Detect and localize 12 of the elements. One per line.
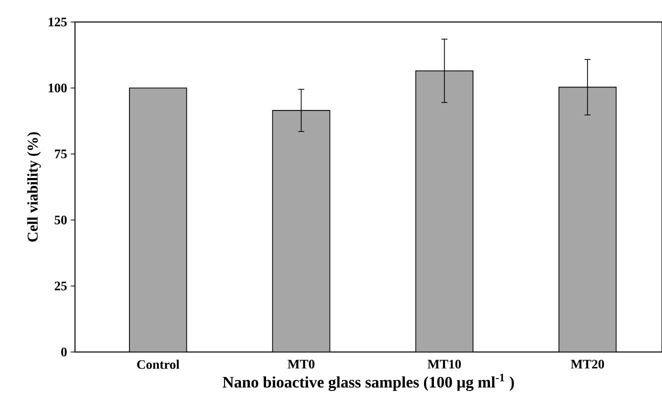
x-tick-label: Control — [137, 360, 180, 369]
x-tick-label: MT10 — [428, 360, 461, 369]
y-tick-label: 0 — [61, 348, 67, 356]
y-tick-label: 75 — [54, 150, 67, 158]
y-tick-label: 100 — [48, 84, 67, 92]
y-axis-title: Cell viability (%) — [27, 132, 41, 242]
y-tick-label: 125 — [48, 18, 67, 26]
x-tick-label: MT0 — [288, 360, 314, 369]
x-axis-title: Nano bioactive glass samples (100 μg ml$^{-1}$ ) — [222, 374, 514, 391]
x-tick-label: MT20 — [570, 360, 604, 369]
y-tick-label: 50 — [54, 216, 67, 224]
y-tick-label: 25 — [54, 282, 67, 290]
